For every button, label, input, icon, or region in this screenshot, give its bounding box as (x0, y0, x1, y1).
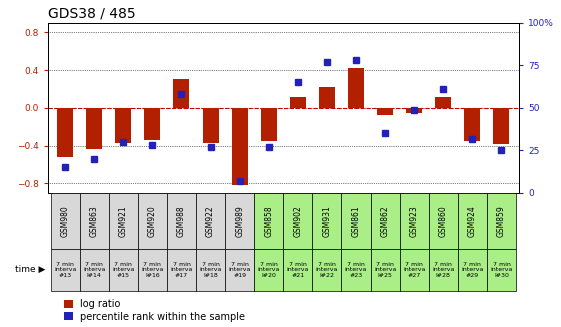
Bar (196, 193, 225, 249)
Text: GSM859: GSM859 (497, 205, 506, 237)
Text: 7 min
interva
#21: 7 min interva #21 (287, 262, 309, 278)
Bar (80, 249, 109, 291)
Bar (225, 193, 254, 249)
Bar (225, 249, 254, 291)
Bar (167, 249, 196, 291)
Bar (429, 193, 458, 249)
Text: 7 min
interva
l#18: 7 min interva l#18 (199, 262, 222, 278)
Bar (342, 249, 371, 291)
Text: 7 min
interva
l#28: 7 min interva l#28 (432, 262, 454, 278)
Bar (348, 68, 364, 108)
Bar (86, 108, 102, 148)
Bar (377, 108, 393, 114)
Text: 7 min
interva
l#14: 7 min interva l#14 (83, 262, 105, 278)
Text: GSM858: GSM858 (264, 205, 273, 236)
Bar (399, 249, 429, 291)
Bar (458, 249, 487, 291)
Bar (319, 87, 335, 108)
Bar (283, 249, 312, 291)
Bar (138, 249, 167, 291)
Text: 7 min
interva
#23: 7 min interva #23 (345, 262, 367, 278)
Bar (435, 96, 451, 108)
Bar (371, 193, 399, 249)
Text: GSM931: GSM931 (323, 205, 332, 237)
Bar (57, 108, 73, 157)
Text: 7 min
interva
l#25: 7 min interva l#25 (374, 262, 396, 278)
Bar (371, 249, 399, 291)
Text: GSM902: GSM902 (293, 205, 302, 237)
Bar (399, 193, 429, 249)
Text: 7 min
interva
l#16: 7 min interva l#16 (141, 262, 164, 278)
Bar (458, 193, 487, 249)
Bar (429, 249, 458, 291)
Legend: log ratio, percentile rank within the sample: log ratio, percentile rank within the sa… (64, 299, 245, 321)
Bar (283, 193, 312, 249)
Bar (290, 96, 306, 108)
Bar (196, 249, 225, 291)
Text: 7 min
interva
l#22: 7 min interva l#22 (316, 262, 338, 278)
Bar (109, 193, 138, 249)
Bar (232, 108, 247, 185)
Text: 7 min
interva
#27: 7 min interva #27 (403, 262, 425, 278)
Text: GSM924: GSM924 (468, 205, 477, 237)
Bar (109, 249, 138, 291)
Text: GSM860: GSM860 (439, 205, 448, 237)
Text: 7 min
interva
l#30: 7 min interva l#30 (490, 262, 513, 278)
Bar (312, 193, 342, 249)
Bar (406, 108, 422, 112)
Bar (50, 193, 80, 249)
Text: 7 min
interva
#29: 7 min interva #29 (461, 262, 484, 278)
Text: GSM989: GSM989 (235, 205, 244, 237)
Text: GSM862: GSM862 (380, 205, 390, 236)
Bar (138, 193, 167, 249)
Text: 7 min
interva
#17: 7 min interva #17 (171, 262, 192, 278)
Text: GSM922: GSM922 (206, 205, 215, 236)
Text: GSM861: GSM861 (352, 205, 361, 236)
Text: GSM988: GSM988 (177, 205, 186, 236)
Bar (203, 108, 219, 143)
Bar (254, 249, 283, 291)
Bar (465, 108, 480, 141)
Bar (261, 108, 277, 141)
Bar (80, 193, 109, 249)
Bar (487, 249, 516, 291)
Bar (50, 249, 80, 291)
Bar (342, 193, 371, 249)
Text: GSM920: GSM920 (148, 205, 157, 237)
Text: GSM921: GSM921 (119, 205, 128, 236)
Bar (254, 193, 283, 249)
Text: time ▶: time ▶ (15, 265, 45, 274)
Text: GSM863: GSM863 (90, 205, 99, 237)
Text: 7 min
interva
#15: 7 min interva #15 (112, 262, 135, 278)
Bar (173, 78, 190, 108)
Bar (167, 193, 196, 249)
Text: 7 min
interva
l#20: 7 min interva l#20 (257, 262, 280, 278)
Text: 7 min
interva
#19: 7 min interva #19 (228, 262, 251, 278)
Text: GDS38 / 485: GDS38 / 485 (48, 6, 135, 20)
Text: GSM923: GSM923 (410, 205, 419, 237)
Bar (144, 108, 160, 140)
Bar (116, 108, 131, 143)
Bar (494, 108, 509, 144)
Bar (487, 193, 516, 249)
Bar (312, 249, 342, 291)
Text: GSM980: GSM980 (61, 205, 70, 237)
Text: 7 min
interva
#13: 7 min interva #13 (54, 262, 76, 278)
